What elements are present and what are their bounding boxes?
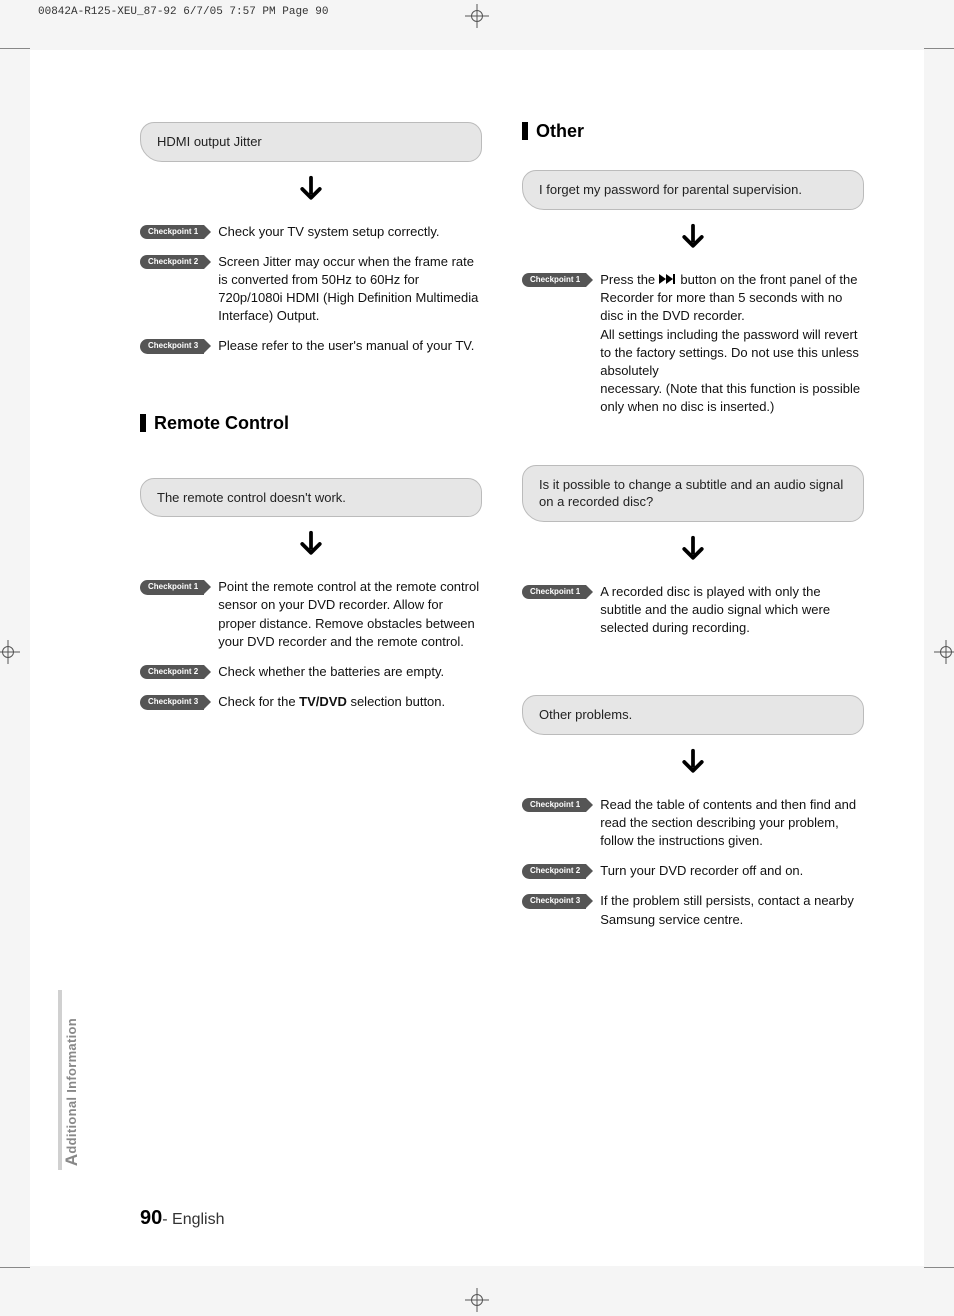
- arrow-down-icon: [522, 534, 864, 569]
- crop-mark: [924, 48, 954, 49]
- checkpoint-text: Please refer to the user's manual of you…: [218, 337, 474, 355]
- crop-mark: [0, 48, 30, 49]
- checkpoint-text: If the problem still persists, contact a…: [600, 892, 864, 928]
- issue-bubble-hdmi: HDMI output Jitter: [140, 122, 482, 162]
- checkpoint-text: Read the table of contents and then find…: [600, 796, 864, 851]
- checkpoint-row: Checkpoint 3 Check for the TV/DVD select…: [140, 693, 482, 711]
- left-column: HDMI output Jitter Checkpoint 1 Check yo…: [140, 122, 482, 941]
- checkpoint-badge: Checkpoint 1: [522, 273, 586, 287]
- checkpoint-row: Checkpoint 2 Turn your DVD recorder off …: [522, 862, 864, 880]
- checkpoint-text: Turn your DVD recorder off and on.: [600, 862, 803, 880]
- page-number: 90: [140, 1207, 162, 1229]
- checkpoint-badge: Checkpoint 2: [140, 255, 204, 269]
- arrow-down-icon: [140, 529, 482, 564]
- checkpoint-text: Check whether the batteries are empty.: [218, 663, 444, 681]
- arrow-down-icon: [522, 222, 864, 257]
- issue-bubble-password: I forget my password for parental superv…: [522, 170, 864, 210]
- page-language: - English: [162, 1211, 224, 1228]
- section-title-other: Other: [522, 122, 864, 140]
- crop-mark: [924, 1267, 954, 1268]
- checkpoint-row: Checkpoint 1 Point the remote control at…: [140, 578, 482, 651]
- checkpoint-row: Checkpoint 2 Check whether the batteries…: [140, 663, 482, 681]
- checkpoint-row: Checkpoint 1 Press the button on the fro…: [522, 271, 864, 417]
- right-column: Other I forget my password for parental …: [522, 122, 864, 941]
- registration-mark-right: [934, 640, 954, 664]
- checkpoint-badge: Checkpoint 1: [140, 580, 204, 594]
- arrow-down-icon: [522, 747, 864, 782]
- arrow-down-icon: [140, 174, 482, 209]
- page-footer: 90- English: [140, 1207, 225, 1230]
- issue-bubble-remote: The remote control doesn't work.: [140, 478, 482, 518]
- checkpoint-row: Checkpoint 3 Please refer to the user's …: [140, 337, 482, 355]
- checkpoint-text: Point the remote control at the remote c…: [218, 578, 482, 651]
- checkpoint-badge: Checkpoint 3: [140, 695, 204, 709]
- checkpoint-row: Checkpoint 1 Check your TV system setup …: [140, 223, 482, 241]
- checkpoint-text: Screen Jitter may occur when the frame r…: [218, 253, 482, 326]
- checkpoint-text: Press the button on the front panel of t…: [600, 271, 864, 417]
- checkpoint-text: Check your TV system setup correctly.: [218, 223, 439, 241]
- checkpoint-row: Checkpoint 1 Read the table of contents …: [522, 796, 864, 851]
- section-title-remote: Remote Control: [140, 414, 482, 432]
- checkpoint-text: A recorded disc is played with only the …: [600, 583, 864, 638]
- checkpoint-badge: Checkpoint 1: [522, 585, 586, 599]
- registration-mark-bottom: [465, 1288, 489, 1312]
- checkpoint-badge: Checkpoint 3: [140, 339, 204, 353]
- checkpoint-badge: Checkpoint 1: [522, 798, 586, 812]
- checkpoint-badge: Checkpoint 2: [140, 665, 204, 679]
- registration-mark-top: [465, 4, 489, 28]
- checkpoint-row: Checkpoint 3 If the problem still persis…: [522, 892, 864, 928]
- checkpoint-row: Checkpoint 1 A recorded disc is played w…: [522, 583, 864, 638]
- print-meta: 00842A-R125-XEU_87-92 6/7/05 7:57 PM Pag…: [38, 6, 328, 18]
- checkpoint-badge: Checkpoint 2: [522, 864, 586, 878]
- checkpoint-row: Checkpoint 2 Screen Jitter may occur whe…: [140, 253, 482, 326]
- issue-bubble-subtitle: Is it possible to change a subtitle and …: [522, 465, 864, 522]
- registration-mark-left: [0, 640, 20, 664]
- checkpoint-badge: Checkpoint 1: [140, 225, 204, 239]
- checkpoint-badge: Checkpoint 3: [522, 894, 586, 908]
- checkpoint-text: Check for the TV/DVD selection button.: [218, 693, 445, 711]
- page-body: HDMI output Jitter Checkpoint 1 Check yo…: [30, 50, 924, 1266]
- crop-mark: [0, 1267, 30, 1268]
- issue-bubble-other: Other problems.: [522, 695, 864, 735]
- skip-forward-icon: [659, 271, 677, 289]
- side-tab-label: Additional Information: [62, 1018, 82, 1166]
